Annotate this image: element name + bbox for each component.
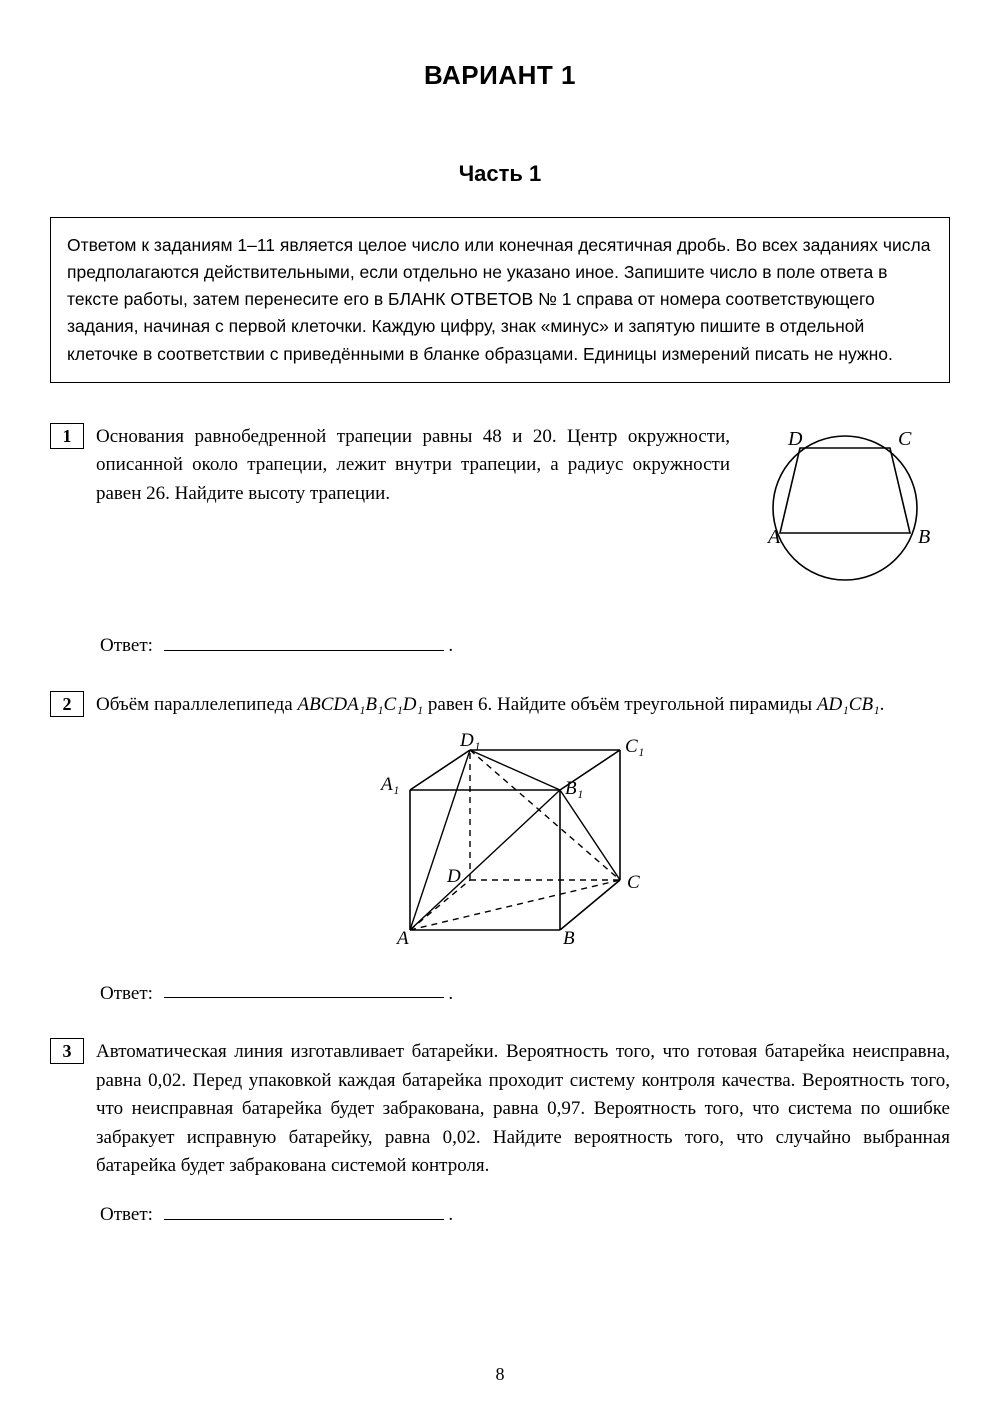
trapezoid-shape [780,448,910,533]
answer-line-2: Ответ: . [100,978,950,1005]
label-A1: A₁ [379,774,399,795]
diag [410,750,470,930]
part-title: Часть 1 [50,161,950,187]
label-D1: D₁ [459,730,480,751]
diag [470,750,620,880]
answer-blank[interactable] [164,630,444,651]
instruction-box: Ответом к заданиям 1–11 является целое ч… [50,217,950,383]
formula: ABCDA₁B₁C₁D₁ [298,694,424,715]
trapezoid-circle-svg: A B C D [750,423,950,603]
problem-2-figure: A B C D A₁ B₁ C₁ D₁ [50,730,950,960]
diag [410,880,620,930]
diag [470,750,560,790]
edge [560,880,620,930]
answer-line-1: Ответ: . [100,630,950,657]
problem-3: 3 Автоматическая линия изготавливает бат… [50,1038,950,1181]
problem-1-text: Основания равнобедренной трапеции равны … [96,423,730,613]
answer-label: Ответ: [100,982,153,1003]
label-C: C [627,872,640,893]
variant-title: ВАРИАНТ 1 [50,60,950,91]
text-span: . [880,694,885,715]
answer-blank[interactable] [164,1199,444,1220]
problem-2-text: Объём параллелепипеда ABCDA₁B₁C₁D₁ равен… [96,691,950,720]
label-C1: C₁ [625,736,644,757]
edge [410,750,470,790]
label-A: A [395,928,409,949]
text-span: Объём параллелепипеда [96,694,298,715]
problem-number: 3 [50,1038,84,1064]
page: ВАРИАНТ 1 Часть 1 Ответом к заданиям 1–1… [0,0,1000,1405]
label-A: A [766,526,781,548]
problem-1-figure: A B C D [750,423,950,613]
label-D: D [787,428,803,450]
problem-3-text: Автоматическая линия изготавливает батар… [96,1038,950,1181]
text-span: равен 6. Найдите объём треугольной пирам… [423,694,817,715]
diag [410,790,560,930]
label-B: B [918,526,930,548]
label-D: D [446,866,461,887]
diag [560,790,620,880]
answer-label: Ответ: [100,1204,153,1225]
answer-blank[interactable] [164,978,444,999]
problem-2: 2 Объём параллелепипеда ABCDA₁B₁C₁D₁ рав… [50,691,950,720]
circle-shape [773,436,917,580]
problem-1: 1 Основания равнобедренной трапеции равн… [50,423,950,613]
label-B1: B₁ [565,778,583,799]
answer-label: Ответ: [100,635,153,656]
formula: AD₁CB₁ [817,694,880,715]
problem-number: 1 [50,423,84,449]
problem-number: 2 [50,691,84,717]
page-number: 8 [0,1364,1000,1385]
parallelepiped-svg: A B C D A₁ B₁ C₁ D₁ [335,730,665,955]
label-B: B [563,928,575,949]
answer-line-3: Ответ: . [100,1199,950,1226]
label-C: C [898,428,912,450]
